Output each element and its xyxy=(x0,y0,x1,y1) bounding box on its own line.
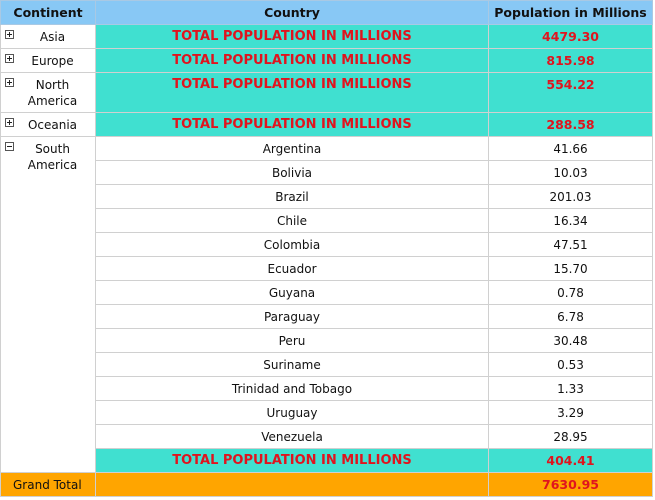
country-row: Paraguay 6.78 xyxy=(1,304,653,329)
country-name: Bolivia xyxy=(95,160,489,185)
summary-value-cell: 815.98 xyxy=(488,48,653,73)
expand-north-america-icon[interactable] xyxy=(5,78,14,87)
continent-row-asia: Asia TOTAL POPULATION IN MILLIONS 4479.3… xyxy=(0,24,653,49)
grand-total-value: 7630.95 xyxy=(488,472,653,497)
country-value: 3.29 xyxy=(488,400,653,425)
summary-value-cell: 404.41 xyxy=(488,448,653,473)
country-name: Chile xyxy=(95,208,489,233)
country-value: 47.51 xyxy=(488,232,653,257)
summary-value: 815.98 xyxy=(546,53,595,68)
country-name: Uruguay xyxy=(95,400,489,425)
continent-cell: Asia xyxy=(0,24,96,49)
summary-label: TOTAL POPULATION IN MILLIONS xyxy=(172,29,412,44)
summary-value: 4479.30 xyxy=(542,29,599,44)
grand-total-spacer xyxy=(95,472,489,497)
country-name: Suriname xyxy=(95,352,489,377)
country-value: 10.03 xyxy=(488,160,653,185)
continent-cell: North America xyxy=(0,72,96,113)
continent-header[interactable]: Continent xyxy=(0,0,96,25)
continent-label: South America xyxy=(27,142,78,172)
country-value: 30.48 xyxy=(488,328,653,353)
continent-label: Asia xyxy=(39,30,66,44)
summary-label-cell: TOTAL POPULATION IN MILLIONS xyxy=(95,48,489,73)
continent-label: North America xyxy=(27,78,78,108)
grand-total-label: Grand Total xyxy=(0,472,96,497)
country-row: Ecuador 15.70 xyxy=(1,256,653,281)
continent-row-europe: Europe TOTAL POPULATION IN MILLIONS 815.… xyxy=(0,48,653,73)
summary-value: 404.41 xyxy=(546,453,595,468)
summary-label: TOTAL POPULATION IN MILLIONS xyxy=(172,453,412,468)
country-value: 201.03 xyxy=(488,184,653,209)
collapse-south-america-icon[interactable] xyxy=(5,142,14,151)
country-name: Venezuela xyxy=(95,424,489,449)
summary-label: TOTAL POPULATION IN MILLIONS xyxy=(172,117,412,132)
country-row: Venezuela 28.95 xyxy=(1,424,653,449)
expand-oceania-icon[interactable] xyxy=(5,118,14,127)
country-row: Guyana 0.78 xyxy=(1,280,653,305)
continent-label: Oceania xyxy=(27,118,78,132)
country-row: Bolivia 10.03 xyxy=(1,160,653,185)
summary-value-cell: 288.58 xyxy=(488,112,653,137)
country-name: Trinidad and Tobago xyxy=(95,376,489,401)
summary-value-cell: 554.22 xyxy=(488,72,653,113)
expand-asia-icon[interactable] xyxy=(5,30,14,39)
country-name: Peru xyxy=(95,328,489,353)
continent-row-north-america: North America TOTAL POPULATION IN MILLIO… xyxy=(0,72,653,113)
country-value: 1.33 xyxy=(488,376,653,401)
country-name: Argentina xyxy=(95,136,489,161)
country-value: 41.66 xyxy=(488,136,653,161)
country-value: 0.53 xyxy=(488,352,653,377)
country-row: Brazil 201.03 xyxy=(1,184,653,209)
continent-cell: Oceania xyxy=(0,112,96,137)
country-row: Peru 30.48 xyxy=(1,328,653,353)
summary-label-cell: TOTAL POPULATION IN MILLIONS xyxy=(95,112,489,137)
south-america-total-row: TOTAL POPULATION IN MILLIONS 404.41 xyxy=(1,448,653,473)
continent-label: Europe xyxy=(31,54,74,68)
continent-cell: Europe xyxy=(0,48,96,73)
summary-value-cell: 4479.30 xyxy=(488,24,653,49)
summary-label-cell: TOTAL POPULATION IN MILLIONS xyxy=(95,24,489,49)
pivot-body: Asia TOTAL POPULATION IN MILLIONS 4479.3… xyxy=(0,24,653,473)
country-value: 0.78 xyxy=(488,280,653,305)
country-value: 6.78 xyxy=(488,304,653,329)
country-row: Uruguay 3.29 xyxy=(1,400,653,425)
country-row: Colombia 47.51 xyxy=(1,232,653,257)
country-value: 15.70 xyxy=(488,256,653,281)
summary-value: 288.58 xyxy=(546,117,595,132)
summary-value: 554.22 xyxy=(546,77,595,92)
country-row: Suriname 0.53 xyxy=(1,352,653,377)
country-row: South America Argentina 41.66 xyxy=(0,136,653,473)
country-row: Trinidad and Tobago 1.33 xyxy=(1,376,653,401)
continent-row-oceania: Oceania TOTAL POPULATION IN MILLIONS 288… xyxy=(0,112,653,137)
summary-label-cell: TOTAL POPULATION IN MILLIONS xyxy=(95,448,489,473)
continent-cell-expanded: South America xyxy=(0,136,96,473)
summary-label: TOTAL POPULATION IN MILLIONS xyxy=(172,77,412,92)
summary-label-cell: TOTAL POPULATION IN MILLIONS xyxy=(95,72,489,113)
summary-label: TOTAL POPULATION IN MILLIONS xyxy=(172,53,412,68)
country-value: 16.34 xyxy=(488,208,653,233)
country-header[interactable]: Country xyxy=(95,0,489,25)
country-name: Guyana xyxy=(95,280,489,305)
country-value: 28.95 xyxy=(488,424,653,449)
country-name: Brazil xyxy=(95,184,489,209)
country-name: Ecuador xyxy=(95,256,489,281)
header-row: Continent Country Population in Millions xyxy=(0,0,653,25)
expand-europe-icon[interactable] xyxy=(5,54,14,63)
grand-total-row: Grand Total 7630.95 xyxy=(0,472,653,497)
population-header[interactable]: Population in Millions xyxy=(488,0,653,25)
country-row: Chile 16.34 xyxy=(1,208,653,233)
country-name: Paraguay xyxy=(95,304,489,329)
country-name: Colombia xyxy=(95,232,489,257)
